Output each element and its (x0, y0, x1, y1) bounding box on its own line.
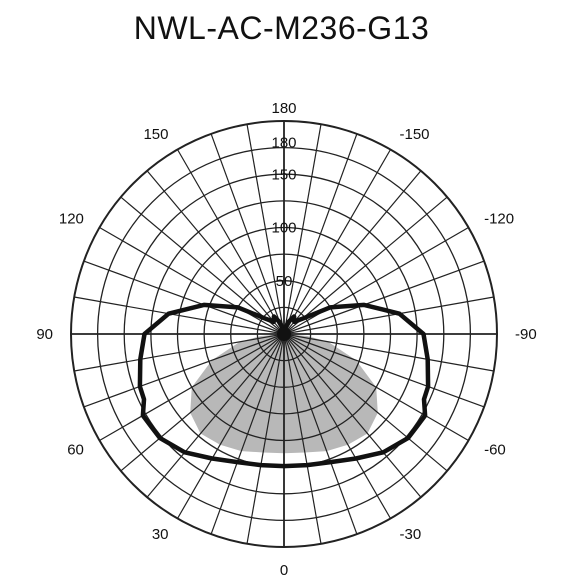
grid-spoke (146, 170, 285, 335)
grid-spoke (283, 133, 358, 335)
angle-label-right-120: -120 (484, 211, 514, 228)
grid-spoke (283, 333, 322, 544)
radial-tick-label: 180 (271, 134, 296, 151)
angle-label-left-120: 120 (59, 211, 84, 228)
grid-spoke (146, 333, 285, 498)
grid-spoke (74, 296, 285, 335)
grid-spoke (283, 333, 392, 519)
angle-label-right-90: -90 (515, 326, 537, 343)
grid-spoke (210, 133, 285, 335)
angle-label-left-60: 60 (67, 442, 84, 459)
radial-tick-label: 150 (271, 166, 296, 183)
grid-spoke (120, 196, 285, 335)
grid-spoke (283, 333, 422, 498)
grid-spoke (283, 196, 448, 335)
grid-spoke (83, 260, 285, 335)
angle-label-left-90: 90 (36, 326, 53, 343)
angle-label-left-30: 30 (152, 526, 169, 543)
chart-title: NWL-AC-M236-G13 (133, 10, 430, 46)
grid-spoke (283, 260, 485, 335)
grid-spoke (283, 333, 494, 372)
angle-label-right-60: -60 (484, 442, 506, 459)
grid-spoke (283, 149, 392, 335)
grid-spoke (283, 333, 358, 535)
grid-spoke (283, 170, 422, 335)
angle-label-left-180: 180 (271, 100, 296, 117)
angle-label-left-0: 0 (280, 562, 288, 579)
grid-spoke (283, 333, 469, 442)
center-dot (277, 327, 291, 341)
grid-spoke (283, 296, 494, 335)
grid-spoke (246, 124, 285, 335)
grid-spoke (283, 333, 485, 408)
grid-spoke (283, 226, 469, 335)
grid-spoke (176, 149, 285, 335)
grid-spoke (83, 333, 285, 408)
grid-spoke (99, 226, 285, 335)
angle-label-right-30: -30 (400, 526, 422, 543)
angle-label-right-150: -150 (400, 126, 430, 143)
grid-spoke (74, 333, 285, 372)
grid-spoke (246, 333, 285, 544)
grid-spoke (176, 333, 285, 519)
radial-tick-label: 100 (271, 220, 296, 237)
grid-spoke (210, 333, 285, 535)
radial-tick-label: 50 (276, 273, 293, 290)
angle-label-left-150: 150 (143, 126, 168, 143)
grid-spoke (120, 333, 285, 472)
label-layer: 50 100 150 180 0 30 60 90 120 150 180 -30 -60 -90 -120… (36, 100, 536, 579)
grid-spoke (283, 333, 448, 472)
outline-layer (137, 302, 431, 469)
grid-spoke (99, 333, 285, 442)
grid-spoke (283, 124, 322, 335)
